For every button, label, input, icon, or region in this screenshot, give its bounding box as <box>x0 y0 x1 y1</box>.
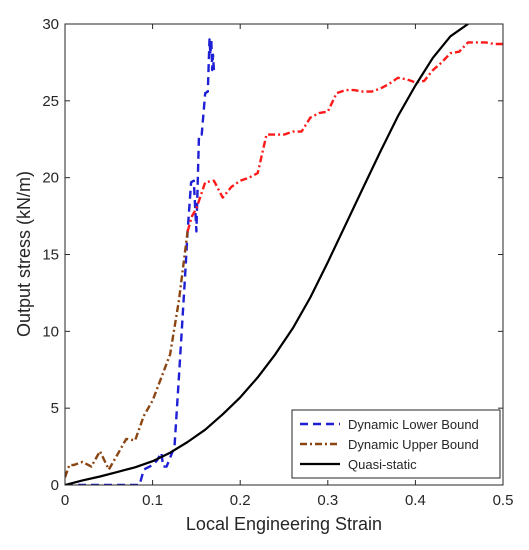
y-axis-label: Output stress (kN/m) <box>14 171 34 337</box>
x-tick-label: 0 <box>61 492 69 509</box>
y-tick-label: 0 <box>51 477 59 494</box>
y-tick-label: 10 <box>42 323 59 340</box>
x-tick-label: 0.5 <box>493 492 514 509</box>
y-tick-label: 25 <box>42 93 59 110</box>
legend: Dynamic Lower Bound Dynamic Upper Bound Qu… <box>291 409 501 479</box>
series-line-2 <box>186 41 503 232</box>
x-tick-label: 0.3 <box>317 492 338 509</box>
y-tick-label: 20 <box>42 170 59 187</box>
x-tick-label: 0.1 <box>142 492 163 509</box>
axes-layer: 0 0.1 0.2 0.3 0.4 0.5 0 5 10 15 20 25 30 <box>42 16 513 509</box>
y-tick-label: 5 <box>51 400 59 417</box>
series-line-3 <box>65 24 470 485</box>
plot-area <box>65 24 503 485</box>
series-line-1 <box>65 231 189 478</box>
y-tick-label: 30 <box>42 16 59 33</box>
x-tick-label: 0.2 <box>230 492 251 509</box>
series-line-0 <box>65 38 216 485</box>
x-tick-label: 0.4 <box>405 492 426 509</box>
x-axis-label: Local Engineering Strain <box>186 514 382 534</box>
legend-label: Dynamic Upper Bound <box>348 437 479 452</box>
legend-label: Quasi-static <box>348 457 417 472</box>
legend-label: Dynamic Lower Bound <box>348 417 479 432</box>
y-tick-label: 15 <box>42 247 59 264</box>
series-layer <box>65 24 503 485</box>
